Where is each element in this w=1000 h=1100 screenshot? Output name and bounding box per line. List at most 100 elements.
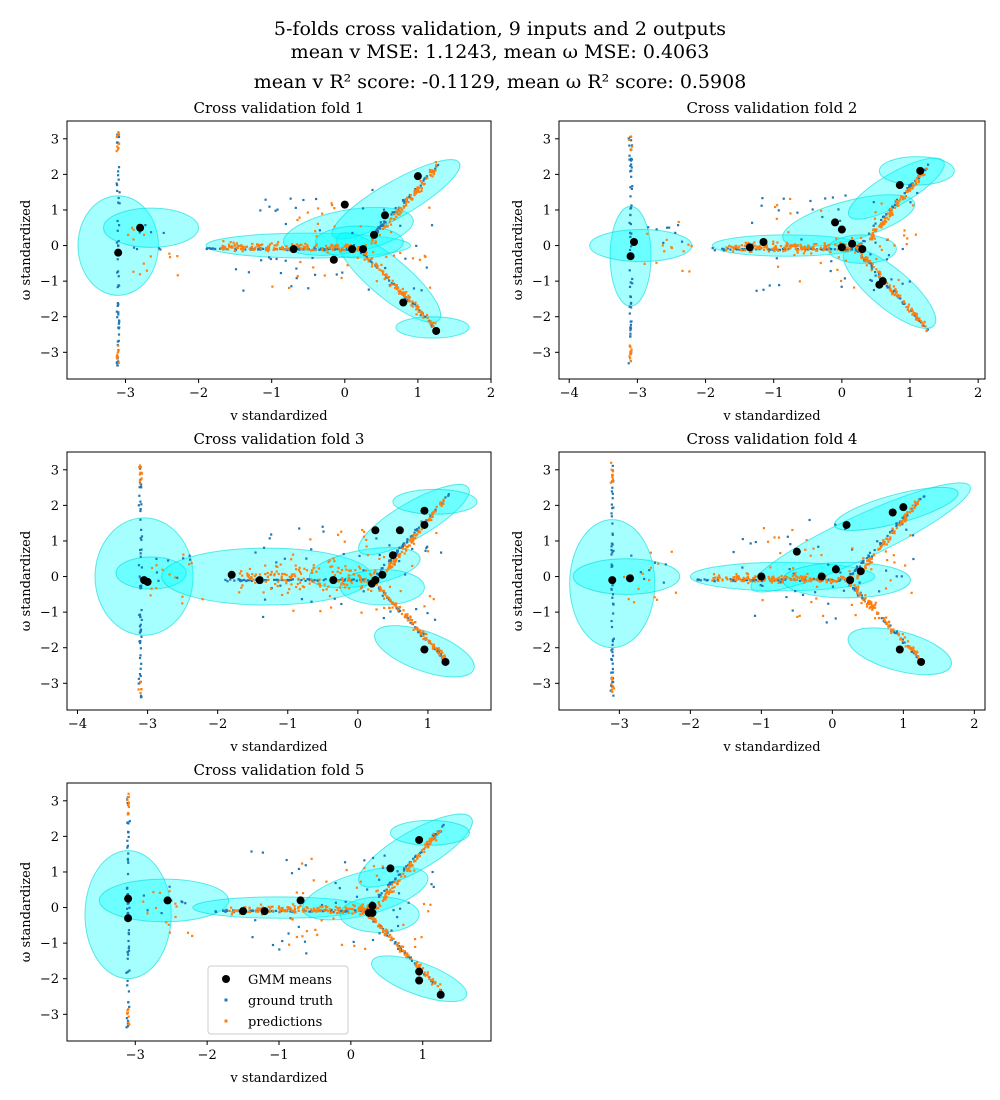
ground-truth-point bbox=[868, 551, 872, 554]
prediction-point bbox=[387, 277, 390, 280]
prediction-point bbox=[748, 578, 752, 581]
ground-truth-point bbox=[431, 870, 434, 874]
prediction-point bbox=[291, 903, 295, 906]
prediction-point bbox=[382, 931, 385, 934]
ground-truth-point bbox=[721, 247, 724, 250]
ground-truth-point bbox=[139, 628, 143, 631]
ground-truth-point bbox=[870, 263, 873, 266]
prediction-point bbox=[774, 205, 777, 209]
prediction-point bbox=[865, 264, 868, 267]
y-tick-label: −2 bbox=[40, 641, 59, 656]
prediction-point bbox=[339, 572, 342, 575]
prediction-point bbox=[850, 603, 853, 607]
ground-truth-point bbox=[873, 548, 876, 552]
prediction-point bbox=[382, 270, 385, 273]
ground-truth-point bbox=[127, 852, 130, 855]
ground-truth-point bbox=[735, 248, 738, 251]
ground-truth-point bbox=[441, 825, 444, 828]
prediction-point bbox=[417, 628, 420, 631]
prediction-point bbox=[854, 245, 858, 248]
ground-truth-point bbox=[782, 197, 785, 200]
x-tick-label: −1 bbox=[278, 717, 297, 732]
prediction-point bbox=[769, 578, 772, 581]
ground-truth-point bbox=[159, 248, 162, 251]
prediction-point bbox=[913, 313, 916, 316]
prediction-point bbox=[417, 965, 420, 969]
prediction-point bbox=[424, 638, 427, 641]
prediction-point bbox=[374, 240, 377, 243]
prediction-point bbox=[425, 844, 428, 847]
prediction-point bbox=[432, 832, 435, 835]
ground-truth-point bbox=[398, 560, 401, 563]
prediction-point bbox=[325, 248, 328, 251]
ground-truth-point bbox=[284, 222, 287, 226]
prediction-point bbox=[772, 575, 775, 578]
ground-truth-point bbox=[819, 248, 823, 251]
prediction-point bbox=[274, 582, 277, 586]
ground-truth-point bbox=[436, 649, 439, 652]
ground-truth-point bbox=[234, 268, 238, 271]
prediction-point bbox=[274, 565, 278, 568]
prediction-point bbox=[370, 242, 373, 245]
prediction-point bbox=[267, 905, 270, 908]
prediction-point bbox=[403, 875, 407, 878]
prediction-point bbox=[323, 583, 326, 586]
prediction-point bbox=[917, 657, 920, 660]
prediction-point bbox=[408, 618, 411, 621]
prediction-point bbox=[220, 246, 223, 250]
prediction-point bbox=[903, 234, 906, 237]
ground-truth-point bbox=[438, 830, 441, 833]
prediction-point bbox=[115, 135, 118, 139]
ground-truth-point bbox=[251, 936, 254, 939]
ground-truth-point bbox=[137, 564, 141, 567]
prediction-point bbox=[297, 569, 300, 572]
ground-truth-point bbox=[899, 297, 902, 300]
prediction-point bbox=[402, 923, 405, 926]
prediction-point bbox=[769, 566, 772, 569]
ground-truth-point bbox=[414, 855, 417, 859]
gmm-mean-point bbox=[837, 243, 846, 252]
ground-truth-point bbox=[892, 206, 895, 209]
prediction-point bbox=[839, 279, 843, 283]
prediction-point bbox=[735, 245, 738, 248]
prediction-point bbox=[290, 243, 294, 246]
ground-truth-point bbox=[286, 578, 289, 582]
ground-truth-point bbox=[117, 339, 120, 342]
prediction-point bbox=[372, 917, 375, 920]
prediction-point bbox=[777, 249, 780, 252]
prediction-point bbox=[412, 628, 415, 632]
prediction-point bbox=[407, 294, 410, 297]
ground-truth-point bbox=[210, 247, 213, 251]
prediction-point bbox=[610, 461, 613, 464]
ground-truth-point bbox=[126, 801, 129, 805]
prediction-point bbox=[356, 256, 359, 259]
prediction-point bbox=[167, 923, 170, 926]
prediction-point bbox=[407, 298, 410, 301]
prediction-point bbox=[395, 283, 398, 287]
prediction-point bbox=[394, 560, 397, 563]
prediction-point bbox=[236, 244, 239, 247]
prediction-point bbox=[906, 190, 909, 193]
ground-truth-point bbox=[132, 246, 136, 249]
ground-truth-point bbox=[628, 144, 631, 147]
prediction-point bbox=[305, 930, 308, 933]
prediction-point bbox=[353, 944, 356, 947]
prediction-point bbox=[426, 316, 429, 319]
prediction-point bbox=[168, 890, 171, 893]
prediction-point bbox=[277, 241, 280, 244]
prediction-point bbox=[836, 268, 839, 271]
gmm-mean-point bbox=[395, 526, 404, 535]
ground-truth-point bbox=[336, 247, 339, 251]
ground-truth-point bbox=[859, 565, 862, 568]
prediction-point bbox=[370, 589, 373, 593]
prediction-point bbox=[250, 576, 253, 579]
ground-truth-point bbox=[834, 523, 837, 526]
prediction-point bbox=[728, 244, 731, 247]
prediction-point bbox=[426, 313, 429, 317]
ground-truth-point bbox=[127, 911, 130, 915]
prediction-point bbox=[914, 312, 917, 315]
ground-truth-point bbox=[789, 543, 792, 546]
ground-truth-point bbox=[311, 256, 314, 260]
ground-truth-point bbox=[425, 546, 428, 550]
